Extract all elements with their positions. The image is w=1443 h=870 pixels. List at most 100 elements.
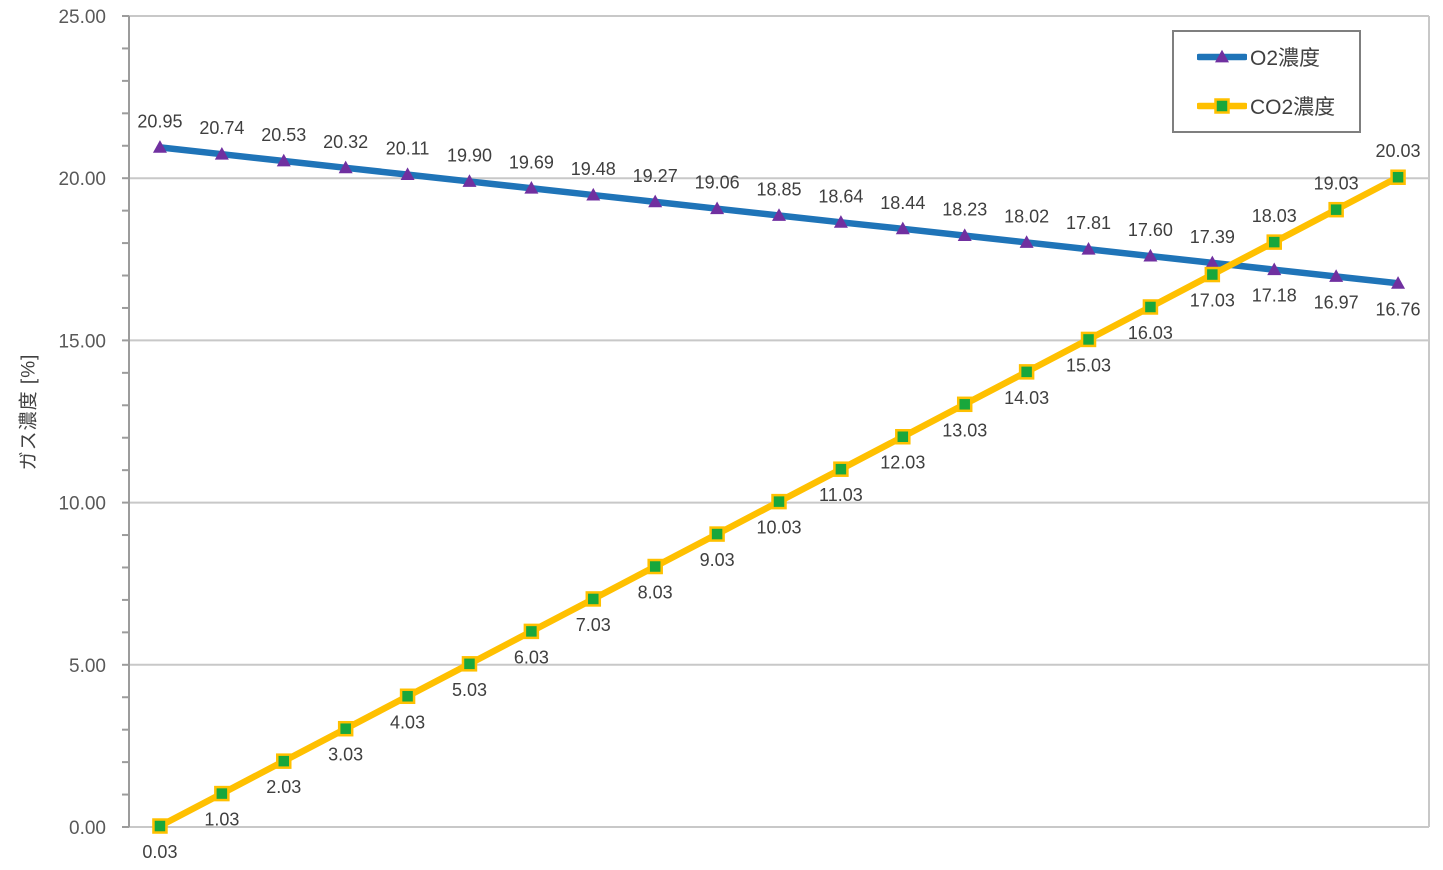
co2-data-label: 14.03 [1004, 388, 1049, 408]
legend-item-co2: CO2濃度 [1197, 91, 1359, 121]
legend-item-o2: O2濃度 [1197, 42, 1359, 72]
o2-marker-icon [833, 215, 848, 228]
co2-data-label: 17.03 [1190, 291, 1235, 311]
o2-marker-icon [648, 194, 663, 208]
co2-marker-icon [276, 753, 292, 769]
co2-data-label: 6.03 [514, 647, 549, 667]
y-tick-label: 15.00 [58, 331, 106, 352]
o2-marker-icon [1329, 269, 1344, 282]
co2-data-label: 11.03 [819, 485, 863, 505]
triangle-marker-icon [1215, 49, 1229, 63]
co2-marker-icon [585, 591, 602, 607]
co2-marker-icon [1328, 201, 1344, 218]
co2-marker-icon [399, 688, 416, 705]
co2-series-swatch-icon [1197, 98, 1247, 114]
o2-marker-icon [957, 228, 972, 242]
co2-marker-icon [461, 656, 478, 672]
y-tick-label: 25.00 [58, 7, 106, 28]
o2-marker-icon [710, 201, 725, 215]
co2-marker-icon [956, 396, 973, 413]
o2-marker-icon [524, 181, 539, 194]
co2-marker-icon [337, 720, 354, 737]
o2-data-label: 19.69 [509, 152, 554, 172]
o2-data-label: 17.81 [1066, 213, 1111, 233]
o2-marker-icon [1205, 255, 1220, 269]
co2-data-label: 3.03 [328, 745, 363, 765]
square-marker-icon [1214, 98, 1230, 114]
y-tick-label: 5.00 [69, 656, 106, 677]
co2-marker-icon [709, 526, 725, 542]
y-tick-label: 20.00 [58, 169, 106, 190]
co2-marker-icon [1390, 169, 1406, 185]
co2-marker-icon [833, 461, 849, 477]
o2-data-label: 17.18 [1252, 286, 1297, 306]
o2-data-label: 18.23 [942, 200, 987, 220]
o2-data-label: 17.60 [1128, 220, 1173, 240]
legend-label-o2: O2濃度 [1250, 46, 1321, 70]
o2-marker-icon [895, 221, 910, 235]
o2-data-label: 18.02 [1004, 206, 1049, 226]
o2-marker-icon [276, 153, 291, 167]
co2-marker-icon [771, 493, 787, 510]
co2-data-label: 13.03 [942, 420, 987, 440]
o2-marker-icon [1019, 235, 1034, 248]
co2-marker-icon [1204, 266, 1221, 283]
o2-marker-icon [586, 187, 601, 201]
o2-data-label: 17.39 [1190, 227, 1235, 247]
o2-data-label: 19.48 [571, 159, 616, 179]
o2-data-label: 20.95 [137, 111, 182, 131]
o2-data-label: 18.44 [880, 193, 925, 213]
o2-data-label: 20.32 [323, 132, 368, 152]
co2-data-label: 20.03 [1376, 141, 1421, 161]
co2-marker-icon [895, 428, 911, 445]
o2-marker-icon [462, 174, 477, 187]
o2-data-label: 19.27 [633, 166, 678, 186]
o2-data-label: 19.06 [695, 173, 740, 193]
co2-marker-icon [1266, 234, 1282, 250]
o2-data-label: 16.76 [1376, 299, 1421, 319]
co2-data-label: 15.03 [1066, 355, 1111, 375]
y-tick-label: 0.00 [69, 818, 106, 839]
o2-marker-icon [1391, 276, 1406, 289]
co2-data-label: 2.03 [266, 777, 301, 797]
o2-data-label: 20.74 [199, 118, 244, 138]
co2-data-label: 4.03 [390, 712, 425, 732]
co2-data-label: 0.03 [142, 842, 177, 862]
o2-data-label: 18.64 [818, 186, 863, 206]
co2-data-label: 7.03 [576, 615, 611, 635]
o2-marker-icon [400, 167, 415, 181]
co2-marker-icon [523, 623, 540, 640]
co2-data-label: 1.03 [204, 810, 239, 830]
co2-data-label: 19.03 [1314, 174, 1359, 194]
co2-marker-icon [1018, 364, 1035, 380]
o2-data-label: 20.11 [386, 139, 430, 159]
o2-marker-icon [152, 140, 167, 153]
o2-marker-icon [1081, 242, 1096, 255]
o2-marker-icon [1267, 262, 1282, 276]
co2-marker-icon [1142, 299, 1159, 315]
o2-data-label: 19.90 [447, 145, 492, 165]
co2-data-label: 18.03 [1252, 206, 1297, 226]
co2-data-label: 5.03 [452, 680, 487, 700]
co2-data-label: 10.03 [756, 518, 801, 538]
o2-data-label: 16.97 [1314, 292, 1359, 312]
co2-data-label: 8.03 [638, 583, 673, 603]
co2-data-label: 16.03 [1128, 323, 1173, 343]
legend-label-co2: CO2濃度 [1250, 96, 1336, 120]
y-tick-label: 10.00 [58, 494, 106, 515]
co2-data-label: 12.03 [880, 453, 925, 473]
legend: O2濃度 CO2濃度 [1172, 30, 1361, 133]
o2-marker-icon [1143, 248, 1158, 262]
o2-data-label: 18.85 [756, 180, 801, 200]
co2-marker-icon [152, 818, 168, 834]
co2-marker-icon [647, 558, 663, 575]
co2-marker-icon [214, 785, 230, 802]
co2-marker-icon [1080, 331, 1097, 348]
o2-marker-icon [338, 160, 353, 174]
o2-data-label: 20.53 [261, 125, 306, 145]
co2-data-label: 9.03 [700, 550, 735, 570]
o2-series-swatch-icon [1197, 49, 1247, 63]
o2-marker-icon [214, 146, 229, 160]
